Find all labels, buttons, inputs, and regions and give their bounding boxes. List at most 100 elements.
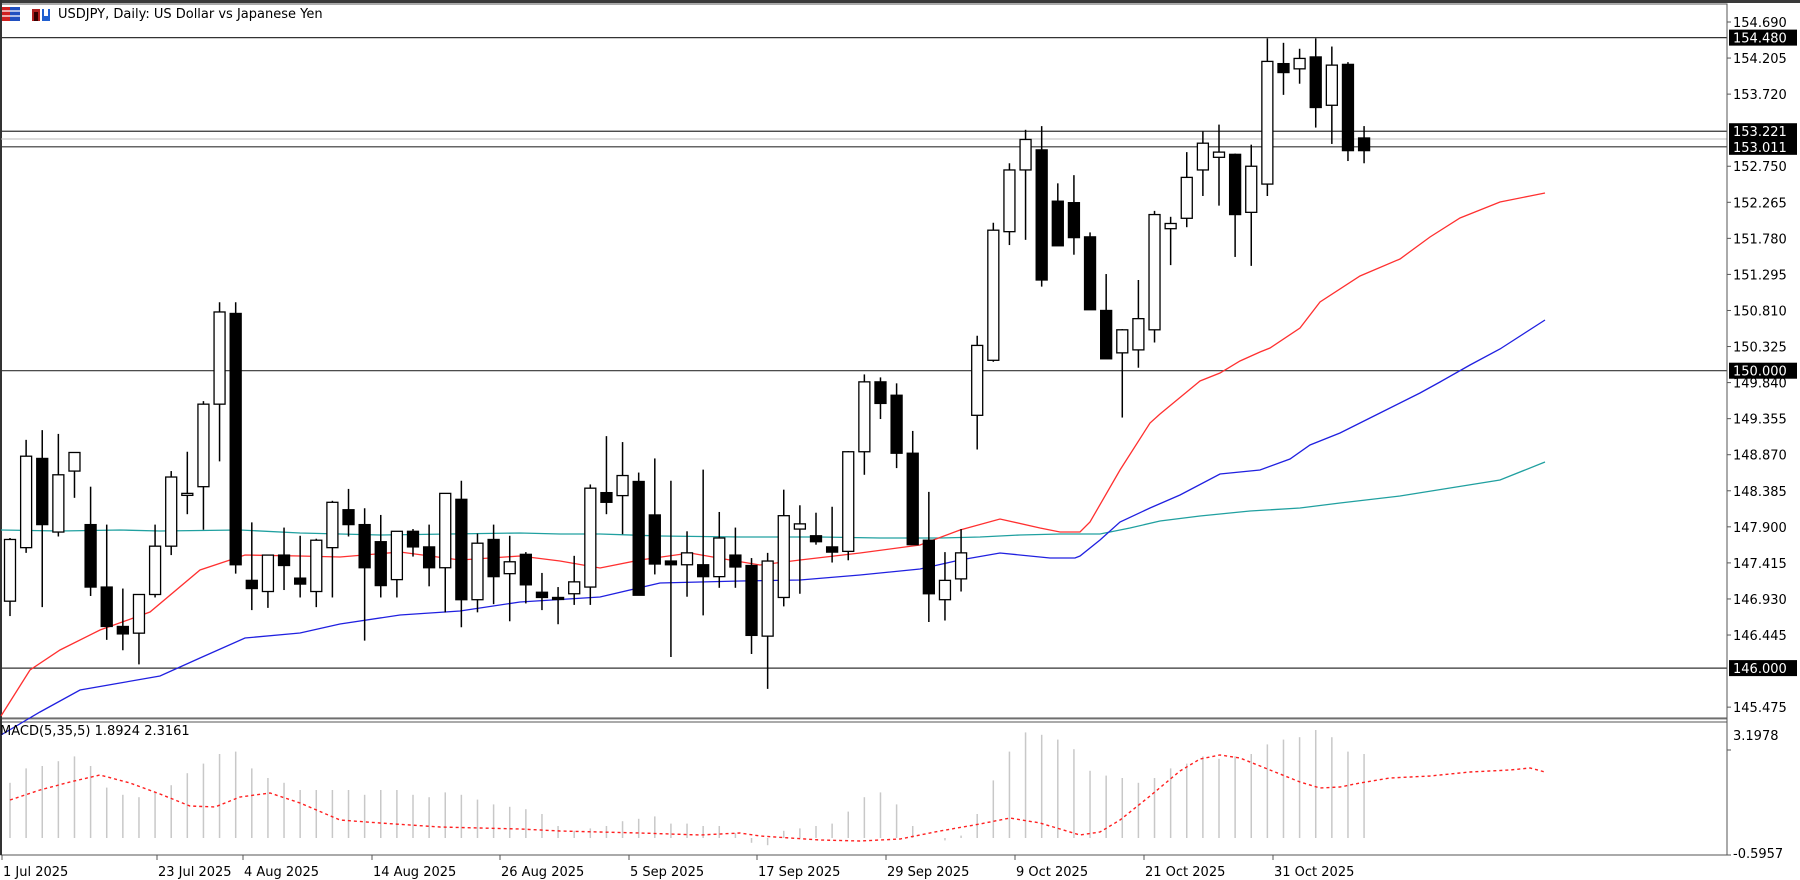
candle-bearish[interactable] bbox=[1228, 153, 1242, 216]
price-level-label: 146.000 bbox=[1733, 662, 1787, 677]
candle-bullish[interactable] bbox=[761, 560, 774, 637]
candle-bearish[interactable] bbox=[294, 577, 307, 585]
candle-bullish[interactable] bbox=[197, 403, 210, 488]
candle-bearish[interactable] bbox=[100, 586, 113, 628]
candle-bearish[interactable] bbox=[487, 538, 500, 578]
candle-bullish[interactable] bbox=[616, 474, 629, 497]
candle-bearish[interactable] bbox=[1035, 149, 1048, 281]
candle-bullish[interactable] bbox=[1019, 138, 1032, 171]
candle-bullish[interactable] bbox=[132, 593, 146, 634]
candle-bullish[interactable] bbox=[793, 523, 807, 530]
candle-bullish[interactable] bbox=[390, 530, 404, 581]
date-label: 31 Oct 2025 bbox=[1274, 865, 1354, 880]
candle-bearish[interactable] bbox=[36, 457, 49, 526]
candle-bullish[interactable] bbox=[326, 501, 339, 549]
candle-bullish[interactable] bbox=[503, 561, 516, 575]
candle-bearish[interactable] bbox=[809, 535, 823, 543]
candle-bearish[interactable] bbox=[1051, 200, 1064, 247]
candle-bullish[interactable] bbox=[148, 545, 162, 596]
candle-bullish[interactable] bbox=[1164, 222, 1177, 230]
candle-bearish[interactable] bbox=[245, 579, 258, 590]
candle-bullish[interactable] bbox=[954, 552, 968, 580]
candle-bullish[interactable] bbox=[310, 539, 323, 593]
ma-short-line bbox=[0, 192, 1546, 717]
candle-bullish[interactable] bbox=[439, 492, 452, 569]
candle-bearish[interactable] bbox=[664, 560, 678, 566]
candle-bullish[interactable] bbox=[584, 487, 597, 588]
candle-bearish[interactable] bbox=[116, 625, 129, 635]
candle-bearish[interactable] bbox=[519, 553, 532, 586]
candle-bullish[interactable] bbox=[1003, 169, 1016, 233]
candle-bearish[interactable] bbox=[1309, 56, 1322, 109]
candle-bullish[interactable] bbox=[1132, 318, 1145, 351]
candle-bearish[interactable] bbox=[84, 523, 97, 588]
candle-bearish[interactable] bbox=[632, 480, 645, 596]
price-tick-label: 151.780 bbox=[1733, 232, 1787, 247]
candle-bullish[interactable] bbox=[1116, 329, 1129, 354]
candle-bearish[interactable] bbox=[890, 394, 903, 454]
candle-bearish[interactable] bbox=[1067, 202, 1081, 239]
candle-bullish[interactable] bbox=[19, 455, 33, 549]
macd-max-label: 3.1978 bbox=[1733, 729, 1779, 744]
candle-bearish[interactable] bbox=[697, 564, 710, 578]
candle-bullish[interactable] bbox=[181, 492, 194, 497]
chart-list-icon[interactable] bbox=[2, 7, 20, 21]
candle-bullish[interactable] bbox=[1196, 142, 1210, 171]
candle-bearish[interactable] bbox=[342, 509, 355, 526]
candle-bullish[interactable] bbox=[1325, 64, 1338, 106]
candle-bearish[interactable] bbox=[600, 491, 613, 503]
candle-bullish[interactable] bbox=[971, 344, 984, 416]
candle-bullish[interactable] bbox=[261, 554, 275, 593]
candle-bullish[interactable] bbox=[713, 537, 726, 578]
candle-bullish[interactable] bbox=[68, 451, 81, 472]
candle-bullish[interactable] bbox=[1180, 176, 1193, 219]
candle-bearish[interactable] bbox=[648, 514, 661, 565]
candle-bearish[interactable] bbox=[1357, 137, 1371, 152]
candle-bullish[interactable] bbox=[213, 311, 226, 405]
candle-bearish[interactable] bbox=[229, 312, 242, 566]
candle-bearish[interactable] bbox=[745, 564, 758, 637]
candle-bearish[interactable] bbox=[825, 546, 839, 553]
chart-title-bar: USDJPY, Daily: US Dollar vs Japanese Yen bbox=[0, 3, 323, 25]
candle-bullish[interactable] bbox=[1212, 151, 1226, 158]
candle-bullish[interactable] bbox=[1293, 57, 1306, 70]
candle-bullish[interactable] bbox=[1261, 60, 1274, 185]
candle-bearish[interactable] bbox=[1100, 309, 1113, 360]
candle-bearish[interactable] bbox=[1341, 63, 1355, 152]
date-label: 23 Jul 2025 bbox=[158, 865, 232, 880]
candle-bullish[interactable] bbox=[777, 515, 790, 599]
candle-bullish[interactable] bbox=[1245, 165, 1258, 213]
candle-bearish[interactable] bbox=[277, 554, 291, 567]
candle-bearish[interactable] bbox=[374, 541, 387, 587]
candle-bullish[interactable] bbox=[568, 581, 581, 595]
price-level-tag bbox=[1729, 29, 1797, 46]
candle-bullish[interactable] bbox=[842, 451, 855, 553]
price-tick-label: 147.415 bbox=[1733, 557, 1787, 572]
candle-bearish[interactable] bbox=[906, 452, 919, 546]
candle-bullish[interactable] bbox=[680, 552, 694, 566]
candle-bearish[interactable] bbox=[1083, 236, 1097, 311]
candle-bearish[interactable] bbox=[551, 596, 565, 601]
candle-bullish[interactable] bbox=[987, 229, 1000, 361]
candle-bearish[interactable] bbox=[358, 523, 371, 569]
candle-bearish[interactable] bbox=[922, 539, 935, 595]
candle-bearish[interactable] bbox=[535, 591, 549, 599]
price-tick-label: 153.720 bbox=[1733, 88, 1787, 103]
candle-bearish[interactable] bbox=[422, 546, 436, 569]
candle-bullish[interactable] bbox=[52, 474, 65, 533]
candle-bearish[interactable] bbox=[455, 498, 468, 601]
candle-bullish[interactable] bbox=[858, 381, 871, 453]
candle-bullish[interactable] bbox=[938, 579, 952, 601]
candle-bullish[interactable] bbox=[165, 476, 178, 547]
price-tick-label: 146.445 bbox=[1733, 629, 1787, 644]
candle-bullish[interactable] bbox=[471, 542, 484, 601]
candle-bullish[interactable] bbox=[3, 538, 17, 602]
candle-bearish[interactable] bbox=[729, 554, 742, 568]
candle-bearish[interactable] bbox=[1277, 62, 1290, 74]
candle-bearish[interactable] bbox=[874, 381, 887, 405]
price-level-label: 154.480 bbox=[1733, 32, 1787, 47]
candle-bullish[interactable] bbox=[1148, 213, 1161, 331]
candle-bearish[interactable] bbox=[406, 530, 420, 548]
chart-type-icon[interactable] bbox=[32, 7, 50, 21]
